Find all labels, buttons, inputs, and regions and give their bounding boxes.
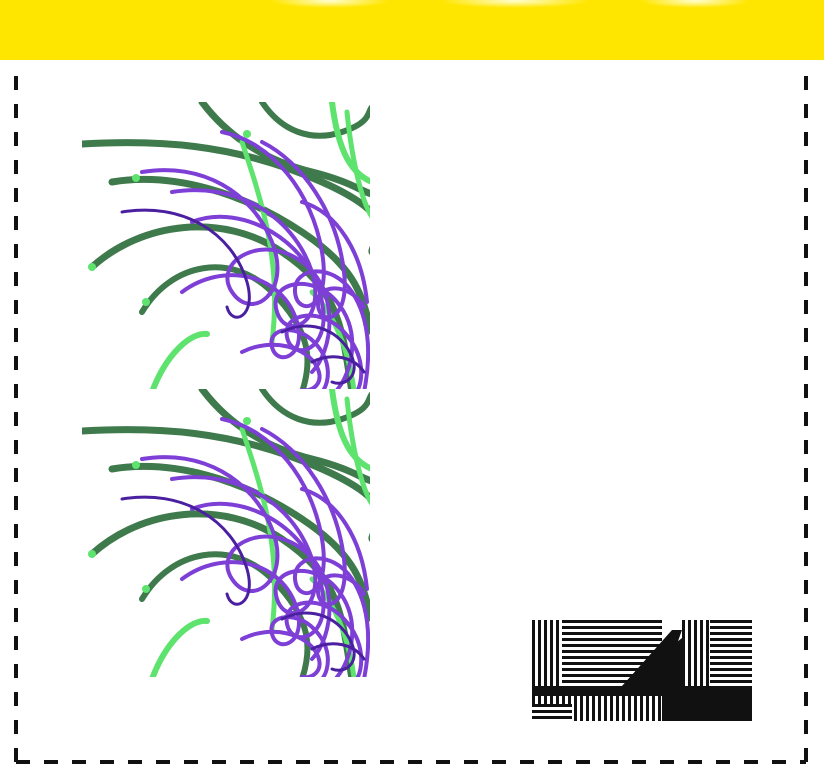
stripe-pattern — [532, 620, 752, 721]
banner-highlight — [270, 0, 390, 8]
tendril-artwork-top — [82, 102, 370, 390]
top-yellow-banner — [0, 0, 824, 60]
dashed-frame — [14, 76, 808, 764]
banner-highlight — [640, 0, 750, 8]
frame-border — [14, 76, 808, 764]
op-art-stripe-tile — [532, 620, 752, 721]
tendril-artwork-bottom — [82, 389, 370, 677]
tendril-illustration — [82, 389, 370, 677]
tendril-illustration — [82, 102, 370, 390]
banner-highlight — [440, 0, 590, 8]
